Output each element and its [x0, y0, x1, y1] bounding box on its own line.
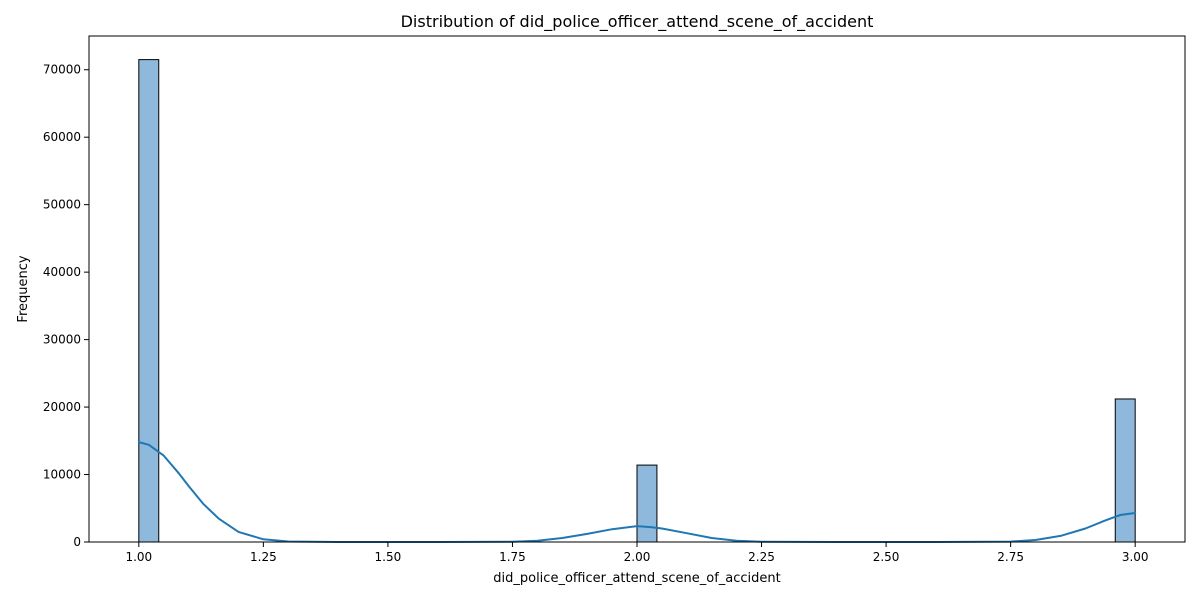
- bars-layer: [138, 59, 1136, 543]
- y-tick-label: 60000: [43, 130, 81, 144]
- histogram-bar: [138, 59, 160, 543]
- y-tick-label: 40000: [43, 265, 81, 279]
- x-tick-label: 1.75: [499, 550, 526, 564]
- histogram-bar: [636, 464, 658, 543]
- y-tick-label: 50000: [43, 198, 81, 212]
- x-tick-label: 1.50: [375, 550, 402, 564]
- y-tick-label: 30000: [43, 333, 81, 347]
- x-axis-ticks: 1.00 1.25 1.50 1.75 2.00 2.25 2.50 2.75 3.00: [125, 542, 1149, 564]
- y-axis-label: Frequency: [16, 255, 31, 322]
- x-tick-label: 2.75: [997, 550, 1024, 564]
- y-tick-label: 0: [73, 535, 81, 549]
- x-tick-label: 1.00: [125, 550, 152, 564]
- y-tick-label: 70000: [43, 63, 81, 77]
- x-tick-label: 2.50: [873, 550, 900, 564]
- y-axis-ticks: 0 10000 20000 30000 40000 50000 60000 70000: [43, 63, 89, 549]
- kde-line: [137, 441, 1137, 543]
- histogram-bar: [1114, 398, 1136, 543]
- x-tick-label: 2.00: [624, 550, 651, 564]
- y-tick-label: 20000: [43, 400, 81, 414]
- x-tick-label: 1.25: [250, 550, 277, 564]
- x-tick-label: 2.25: [748, 550, 775, 564]
- x-tick-label: 3.00: [1122, 550, 1149, 564]
- kde-layer: [137, 441, 1137, 543]
- chart-title: Distribution of did_police_officer_atten…: [401, 12, 874, 32]
- y-tick-label: 10000: [43, 468, 81, 482]
- x-axis-label: did_police_officer_attend_scene_of_accid…: [493, 571, 781, 586]
